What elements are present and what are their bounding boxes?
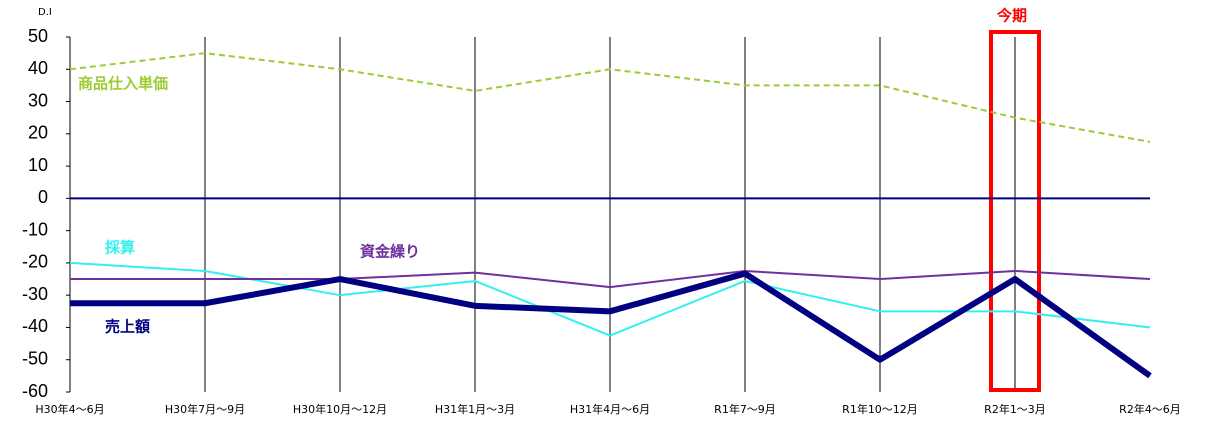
annotation: 今期 <box>996 7 1027 25</box>
y-tick-label: 10 <box>28 155 48 175</box>
x-tick-label: H30年10月～12月 <box>293 402 387 416</box>
series-label: 売上額 <box>105 318 150 336</box>
x-tick-label: H30年4～6月 <box>35 402 104 416</box>
series-label: 商品仕入単価 <box>78 75 168 93</box>
y-tick-label: 30 <box>28 90 48 110</box>
series-line <box>69 52 1151 143</box>
series-label: 採算 <box>105 239 135 257</box>
x-tick-label: R2年4～6月 <box>1119 402 1181 416</box>
y-axis-label: D.I <box>38 7 52 18</box>
y-tick-label: -50 <box>22 348 48 368</box>
x-tick-label: H31年1月～3月 <box>435 402 515 416</box>
series-line <box>70 270 1152 379</box>
x-tick-label: R2年1～3月 <box>984 402 1046 416</box>
x-tick-label: H30年7月～9月 <box>165 402 245 416</box>
y-tick-label: 50 <box>28 26 48 46</box>
y-tick-label: -60 <box>22 381 48 401</box>
y-tick-label: -20 <box>22 252 48 272</box>
y-tick-label: 0 <box>38 187 48 207</box>
x-tick-label: H31年4月～6月 <box>570 402 650 416</box>
y-tick-label: -30 <box>22 284 48 304</box>
series-line <box>70 269 1151 289</box>
highlight-box <box>989 30 1041 392</box>
series-label: 資金繰り <box>360 243 420 261</box>
y-tick-label: -40 <box>22 316 48 336</box>
y-tick-label: 40 <box>28 58 48 78</box>
x-tick-label: R1年10～12月 <box>842 402 918 416</box>
y-tick-label: -10 <box>22 219 48 239</box>
y-tick-label: 20 <box>28 123 48 143</box>
x-tick-label: R1年7～9月 <box>714 402 776 416</box>
